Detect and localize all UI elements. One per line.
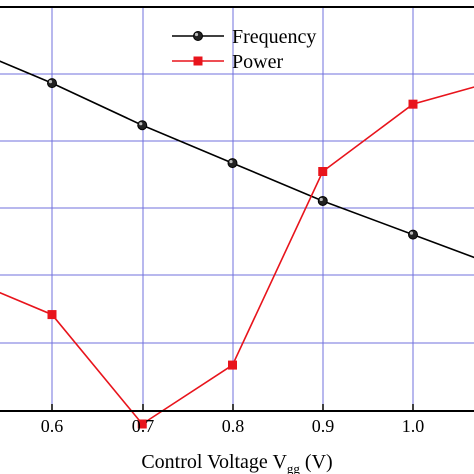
data-point-highlight [229, 159, 233, 164]
x-tick-label: 0.9 [312, 416, 335, 436]
data-point-frequency [227, 158, 238, 169]
x-axis-title-unit: (V) [300, 451, 333, 473]
x-tick-labels: 0.6 0.7 0.8 0.9 1.0 [41, 416, 425, 436]
data-point-highlight [409, 231, 414, 235]
legend-label-frequency: Frequency [232, 26, 316, 48]
series-power [0, 86, 474, 429]
data-point-frequency [317, 195, 328, 206]
legend-marker-frequency [193, 31, 203, 41]
x-tick-label: 0.7 [132, 416, 155, 436]
legend: Frequency Power [172, 26, 316, 73]
data-point-power [228, 360, 237, 370]
legend-marker-highlight [194, 32, 199, 37]
series-line-power [0, 86, 474, 426]
legend-marker-power [193, 56, 203, 66]
series-line-frequency [0, 60, 474, 259]
x-tick-label: 0.8 [222, 416, 245, 436]
data-point-highlight [319, 197, 323, 202]
x-axis-title-main: Control Voltage V [141, 451, 287, 473]
x-axis-title: Control Voltage Vgg (V) [141, 451, 332, 474]
grid-lines [0, 7, 474, 411]
data-point-frequency [408, 229, 418, 240]
x-axis-title-subscript: gg [287, 461, 301, 474]
data-point-power [137, 419, 147, 429]
data-point-highlight [139, 122, 143, 126]
x-tick-label: 0.6 [41, 416, 64, 436]
legend-label-power: Power [232, 51, 283, 73]
data-point-power [47, 310, 57, 320]
axis-frame [0, 6, 474, 412]
data-point-highlight [48, 80, 53, 84]
data-point-power [408, 99, 418, 109]
data-point-frequency [137, 120, 148, 131]
series-frequency [0, 60, 474, 259]
data-point-frequency [47, 78, 57, 89]
data-point-power [318, 167, 328, 176]
x-tick-label: 1.0 [402, 416, 425, 436]
series-layer [0, 60, 474, 429]
